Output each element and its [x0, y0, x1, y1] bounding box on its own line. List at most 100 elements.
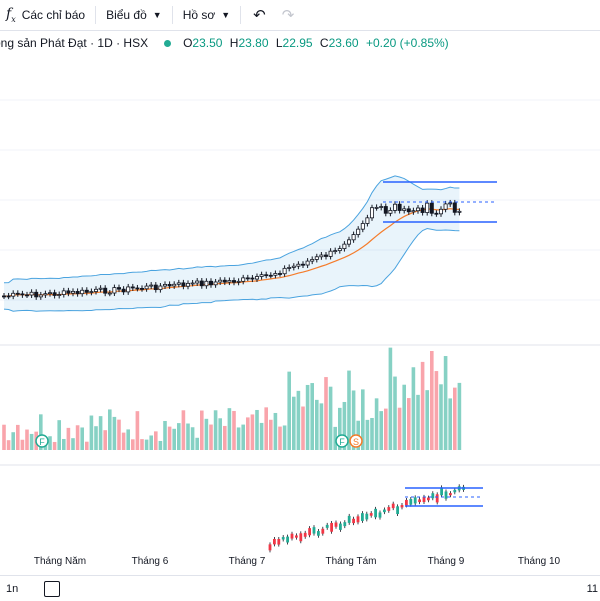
- volume-bar: [62, 438, 66, 450]
- candle-body: [11, 292, 16, 297]
- candle-body: [144, 285, 149, 290]
- candle-body: [167, 283, 172, 287]
- volume-bar: [149, 435, 153, 450]
- volume-bar: [20, 439, 25, 450]
- volume-bar: [338, 407, 342, 450]
- candle-body: [208, 280, 213, 286]
- candle-body: [328, 250, 333, 257]
- candle-body: [71, 291, 76, 294]
- candle-body: [264, 274, 269, 277]
- volume-bar: [232, 410, 236, 450]
- volume-bar: [200, 410, 204, 450]
- indicators-button[interactable]: fx Các chỉ báo: [0, 0, 91, 30]
- mini-candle-body: [396, 506, 399, 515]
- candle-body: [162, 283, 167, 287]
- chart-type-button[interactable]: Biểu đồ ▼: [100, 0, 168, 30]
- volume-bar: [16, 424, 20, 450]
- volume-bar: [181, 410, 186, 450]
- range-button[interactable]: 1n: [6, 582, 19, 595]
- volume-bar: [89, 415, 94, 450]
- mini-candle-body: [449, 493, 452, 496]
- volume-bar: [420, 361, 425, 450]
- mini-candle-body: [435, 494, 439, 503]
- candle-body: [80, 289, 85, 295]
- mini-candle-body: [303, 532, 307, 537]
- mini-candle-body: [299, 533, 303, 542]
- mini-candle-body: [400, 505, 404, 508]
- volume-bar: [324, 377, 328, 450]
- candle-body: [438, 208, 443, 215]
- candle-body: [259, 274, 264, 277]
- candle-body: [351, 234, 356, 241]
- profile-button[interactable]: Hồ sơ ▼: [177, 0, 236, 30]
- volume-bar: [172, 428, 176, 450]
- candle-body: [135, 287, 140, 290]
- volume-bar: [236, 427, 241, 450]
- event-marker-label: F: [39, 437, 45, 447]
- mini-candle-body: [343, 522, 347, 527]
- volume-bar: [361, 389, 365, 450]
- volume-bar: [112, 416, 117, 450]
- candle-body: [250, 277, 255, 280]
- low-label: L: [275, 36, 283, 50]
- candle-body: [374, 206, 379, 209]
- volume-bar: [241, 424, 245, 450]
- mini-candle-body: [334, 522, 338, 527]
- candle-body: [273, 273, 278, 276]
- open-value: 23.50: [192, 36, 223, 50]
- candle-body: [126, 286, 131, 293]
- mini-candle-body: [330, 522, 333, 532]
- mini-candle-body: [391, 503, 395, 509]
- bollinger-fill: [4, 175, 460, 312]
- candle-body: [43, 293, 48, 296]
- mini-candle-body: [365, 513, 369, 520]
- mini-candle-body: [356, 516, 360, 523]
- volume-bar: [103, 430, 107, 450]
- candle-body: [277, 273, 282, 275]
- volume-bar: [342, 401, 347, 450]
- redo-icon[interactable]: ↷: [281, 7, 295, 24]
- mini-candle-body: [290, 533, 294, 539]
- candle-body: [117, 287, 122, 290]
- undo-icon[interactable]: ↶: [253, 7, 266, 24]
- candle-body: [392, 203, 397, 211]
- candle-body: [38, 294, 43, 298]
- symbol-title[interactable]: ong sản Phát Đạt · 1D · HSX: [0, 36, 149, 50]
- candle-body: [172, 283, 177, 287]
- time-axis-label: Tháng Tám: [326, 556, 377, 567]
- volume-bar: [301, 406, 305, 450]
- close-label: C: [319, 36, 329, 50]
- volume-bar: [48, 436, 52, 450]
- candle-body: [337, 248, 342, 252]
- mini-candle-body: [369, 513, 373, 516]
- mini-candle-body: [374, 508, 377, 518]
- candle-body: [282, 267, 287, 275]
- event-marker-label: F: [339, 437, 345, 447]
- volume-bar: [439, 384, 443, 450]
- candle-body: [34, 291, 39, 298]
- candle-body: [158, 285, 163, 291]
- volume-bar: [140, 439, 144, 450]
- volume-bar: [131, 439, 135, 450]
- candle-body: [121, 288, 126, 293]
- candle-body: [24, 294, 29, 297]
- candle-body: [181, 282, 186, 287]
- volume-bar: [292, 396, 296, 450]
- volume-bar: [448, 398, 452, 450]
- candle-body: [190, 282, 195, 285]
- volume-bar: [296, 390, 301, 450]
- candle-body: [305, 260, 310, 266]
- volume-bar: [365, 419, 370, 450]
- volume-bar: [218, 418, 222, 450]
- toolbar-divider: [95, 6, 97, 24]
- time-axis-label: Tháng 6: [132, 556, 169, 567]
- time-axis-label: Tháng Năm: [34, 556, 86, 567]
- candle-body: [406, 208, 411, 213]
- volume-bar: [269, 419, 273, 450]
- volume-bar: [144, 439, 149, 450]
- volume-bar: [315, 399, 319, 450]
- calendar-icon[interactable]: [44, 580, 61, 597]
- candle-body: [57, 294, 62, 296]
- volume-bar: [52, 441, 57, 450]
